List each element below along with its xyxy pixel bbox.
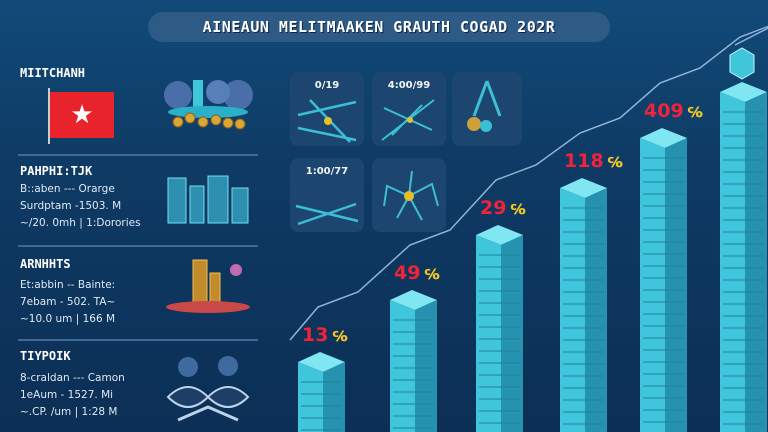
coin-symbol-icon: ℅ (687, 105, 703, 121)
section-heading: PAHPHI:TJK (20, 164, 93, 178)
section-heading: TIYPOIK (20, 349, 71, 363)
card-network-3[interactable]: 1:00/77 (290, 158, 364, 232)
bar-value: 118 (564, 150, 604, 172)
cube-icon (729, 47, 755, 80)
bar-data-label: 118 ℅ (564, 150, 623, 172)
flag-icon: ★ (50, 92, 114, 138)
text-line: 7ebam - 502. TA~ (20, 296, 116, 308)
coin-symbol-icon: ℅ (607, 155, 623, 171)
section-text: B::aben --- Orarge Surdptam -1503. M ~/2… (20, 181, 141, 232)
card-network-2[interactable]: 4:00/99 (372, 72, 446, 146)
card-label: 0/19 (314, 80, 340, 91)
bar-data-label: 29 ℅ (480, 197, 526, 219)
spider-network-icon (383, 170, 439, 221)
loop-road-icon (166, 356, 250, 422)
section-text: 8-craldan --- Camon 1eAum - 1527. Mi ~.C… (20, 370, 125, 421)
text-line: ~/20. 0mh | 1:Dorories (20, 217, 141, 229)
bar-value: 13 (302, 324, 329, 346)
text-line: 8-craldan --- Camon (20, 372, 125, 384)
divider (18, 339, 258, 341)
compass-coins-icon (467, 80, 502, 132)
text-line: Surdptam -1503. M (20, 200, 122, 212)
bar-value: 409 (644, 100, 684, 122)
card-spider[interactable] (372, 158, 446, 232)
city-coins-icon (164, 80, 253, 130)
bar-data-label: 409 ℅ (644, 100, 703, 122)
bar-data-label: 13 ℅ (302, 324, 348, 346)
card-label: 1:00/77 (305, 166, 349, 177)
section-heading: ARNHHTS (20, 257, 71, 271)
bar (640, 128, 687, 432)
text-line: ~10.0 um | 166 M (20, 313, 116, 325)
text-line: B::aben --- Orarge (20, 183, 115, 195)
text-line: 1eAum - 1527. Mi (20, 389, 114, 401)
coin-symbol-icon: ℅ (332, 329, 348, 345)
card-label: 4:00/99 (387, 80, 431, 91)
divider (18, 154, 258, 156)
network-icon (381, 99, 435, 141)
bar-value: 29 (480, 197, 507, 219)
section-heading: MIITCHANH (20, 66, 86, 80)
bar (560, 178, 607, 432)
card-compass[interactable] (452, 72, 522, 146)
city-skyline-icon (166, 259, 250, 313)
text-line: ~.CP. /um | 1:28 M (20, 406, 118, 418)
bar (298, 352, 345, 432)
bar-value: 49 (394, 262, 421, 284)
bar-data-label: 49 ℅ (394, 262, 440, 284)
bar (390, 290, 437, 432)
network-icon (295, 202, 359, 226)
buildings-icon (167, 175, 249, 224)
section-text: Et:abbin -- Bainte: 7ebam - 502. TA~ ~10… (20, 277, 115, 328)
divider (18, 245, 258, 247)
coin-symbol-icon: ℅ (510, 202, 526, 218)
page-title: AINEAUN MELITMAAKEN GRAUTH COGAD 202R (148, 12, 610, 42)
network-icon (297, 99, 357, 143)
bar (476, 225, 523, 432)
bar (720, 82, 767, 432)
coin-symbol-icon: ℅ (424, 267, 440, 283)
flag-pole (48, 88, 50, 144)
trend-line (289, 25, 768, 341)
card-network-1[interactable]: 0/19 (290, 72, 364, 146)
text-line: Et:abbin -- Bainte: (20, 279, 116, 291)
